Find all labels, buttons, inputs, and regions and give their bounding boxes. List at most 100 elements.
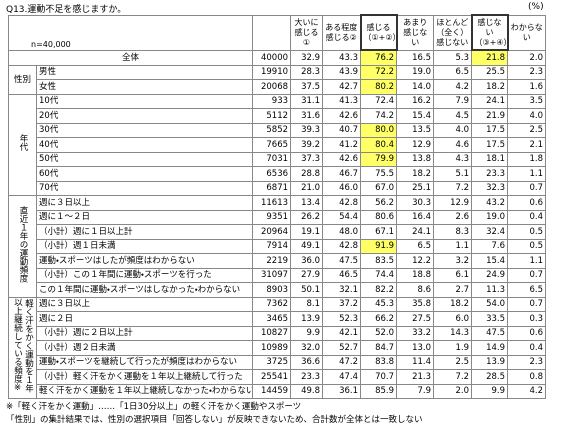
value-cell: 2.0 [433,383,473,399]
value-cell: 41.2 [322,137,362,153]
data-row: 女性 20068 37.5 42.7 80.2 14.0 4.2 18.2 1.6 [9,79,547,95]
n-cell: 933 [252,93,292,109]
value-cell: 46.0 [322,180,362,196]
value-cell: 80.0 [360,122,398,138]
value-cell: 52.3 [322,311,362,327]
value-cell: 2.3 [507,64,547,80]
row-label: 運動・スポーツはしたが頻度はわからない [35,253,254,269]
value-cell: 26.2 [290,209,324,225]
n-cell: 14459 [252,383,292,399]
note: 「性別」の集計結果では、性別の選択項目「回答しない」が反映できないため、合計数が… [6,415,423,425]
data-row: 40代 7665 39.2 41.2 80.4 12.9 4.6 17.5 2.1 [9,137,547,153]
value-cell: 45.3 [360,296,398,312]
value-cell: 24.1 [471,93,509,109]
value-cell: 50.1 [290,282,324,298]
value-cell: 49.1 [290,238,324,254]
value-cell: 19.1 [290,224,324,240]
value-cell: 42.8 [322,195,362,211]
value-cell: 21.3 [396,369,435,385]
value-cell: 83.8 [360,354,398,370]
value-cell: 8.1 [290,296,324,312]
data-row: 週に２日 3465 13.9 52.3 66.2 27.5 6.0 33.5 0.3 [9,311,547,327]
n-label: n=40,000 [7,14,254,51]
row-label: 全体 [7,49,254,66]
n-cell: 25541 [252,369,292,385]
value-cell: 32.3 [471,180,509,196]
value-cell: 28.5 [471,369,509,385]
column-header: 感じない（③+④） [470,14,509,51]
data-row: （小計）週１日未満 7914 49.1 42.8 91.9 6.5 1.1 7.6 0.5 [9,238,547,254]
value-cell: 3.5 [507,93,547,109]
row-label: （小計）この１年間に運動・スポーツを行った [35,267,254,283]
value-cell: 12.2 [396,253,435,269]
n-cell: 20964 [252,224,292,240]
row-label: 週に３日以上 [35,195,254,211]
value-cell: 40.7 [322,122,362,138]
value-cell: 28.8 [290,166,324,182]
value-cell: 39.2 [290,137,324,153]
value-cell: 2.0 [507,49,547,66]
value-cell: 42.8 [322,238,362,254]
value-cell: 80.4 [360,137,398,153]
data-row: 50代 7031 37.3 42.6 79.9 13.8 4.3 18.1 1.8 [9,151,547,167]
value-cell: 6.5 [396,238,435,254]
value-cell: 16.4 [396,209,435,225]
value-cell: 27.9 [290,267,324,283]
row-label: 運動・スポーツを継続して行ったが頻度はわからない [35,354,254,370]
row-label: 50代 [35,151,254,167]
value-cell: 25.5 [471,64,509,80]
value-cell: 0.6 [507,195,547,211]
value-cell: 42.6 [322,151,362,167]
note: ※「軽く汗をかく運動」……「1日30分以上」の軽く汗をかく運動やスポーツ [6,402,302,412]
value-cell: 9.9 [290,325,324,341]
value-cell: 83.5 [360,253,398,269]
value-cell: 4.0 [433,122,473,138]
value-cell: 9.9 [471,383,509,399]
n-cell: 5112 [252,108,292,124]
value-cell: 4.2 [433,79,473,95]
value-cell: 6.1 [433,267,473,283]
n-cell: 11613 [252,195,292,211]
row-label: 週に２日 [35,311,254,327]
value-cell: 13.4 [290,195,324,211]
row-label: 男性 [35,64,254,80]
value-cell: 2.7 [433,282,473,298]
value-cell: 2.5 [507,122,547,138]
value-cell: 1.1 [507,166,547,182]
value-cell: 2.6 [433,209,473,225]
value-cell: 37.2 [322,296,362,312]
data-row: 軽く汗をかく運動を１年以上継続しなかった・わからない 14459 49.8 36.1 8… [9,383,547,399]
value-cell: 4.2 [507,383,547,399]
value-cell: 2.1 [507,137,547,153]
row-label: 40代 [35,137,254,153]
value-cell: 84.7 [360,340,398,356]
header-cell [252,14,292,51]
value-cell: 23.3 [471,166,509,182]
value-cell: 46.5 [322,267,362,283]
value-cell: 37.5 [290,79,324,95]
n-cell: 7362 [252,296,292,312]
row-label: （小計）軽く汗をかく運動を１年以上継続して行った [35,369,254,385]
value-cell: 33.5 [471,311,509,327]
value-cell: 7.9 [433,93,473,109]
value-cell: 28.3 [290,64,324,80]
value-cell: 18.2 [471,79,509,95]
value-cell: 7.2 [433,369,473,385]
n-cell: 6871 [252,180,292,196]
value-cell: 24.1 [396,224,435,240]
n-cell: 2219 [252,253,292,269]
row-label: 軽く汗をかく運動を１年以上継続しなかった・わからない [35,383,254,399]
n-cell: 40000 [252,49,292,66]
value-cell: 18.1 [471,151,509,167]
value-cell: 14.9 [471,340,509,356]
n-cell: 10989 [252,340,292,356]
row-label: （小計）週に１日以上計 [35,224,254,240]
value-cell: 18.2 [433,296,473,312]
value-cell: 67.0 [360,180,398,196]
data-row: （小計）週２日未満 10989 32.0 52.7 84.7 13.0 1.9 14.9 0.4 [9,340,547,356]
value-cell: 0.5 [507,238,547,254]
value-cell: 24.9 [471,267,509,283]
data-row: 週に１～２日 9351 26.2 54.4 80.6 16.4 2.6 19.0 0.4 [9,209,547,225]
value-cell: 23.3 [290,369,324,385]
